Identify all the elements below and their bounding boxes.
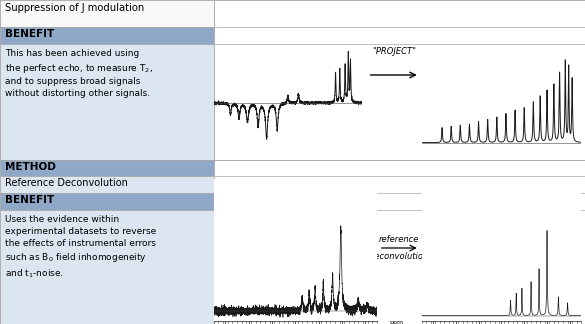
Text: ppm: ppm [390,320,404,324]
Text: deconvolution: deconvolution [370,252,429,261]
Text: Uses the evidence within
experimental datasets to reverse
the effects of instrum: Uses the evidence within experimental da… [5,215,156,280]
Text: METHOD: METHOD [5,162,56,172]
Text: reference: reference [379,235,419,244]
Bar [0,0,214,27]
Text: BENEFIT: BENEFIT [5,29,54,39]
Bar [0,160,214,176]
Bar [0,193,214,210]
Bar [0,176,214,193]
Text: BENEFIT: BENEFIT [5,195,54,205]
Bar [0,44,214,160]
Text: Reference Deconvolution: Reference Deconvolution [5,178,128,188]
Bar [0,210,214,324]
Text: "PROJECT": "PROJECT" [371,47,416,56]
Text: This has been achieved using
the perfect echo, to measure T$_2$,
and to suppress: This has been achieved using the perfect… [5,49,153,98]
Bar [0,27,214,44]
Text: Suppression of J modulation: Suppression of J modulation [5,3,144,13]
Bar [214,0,585,160]
Bar [214,160,585,324]
